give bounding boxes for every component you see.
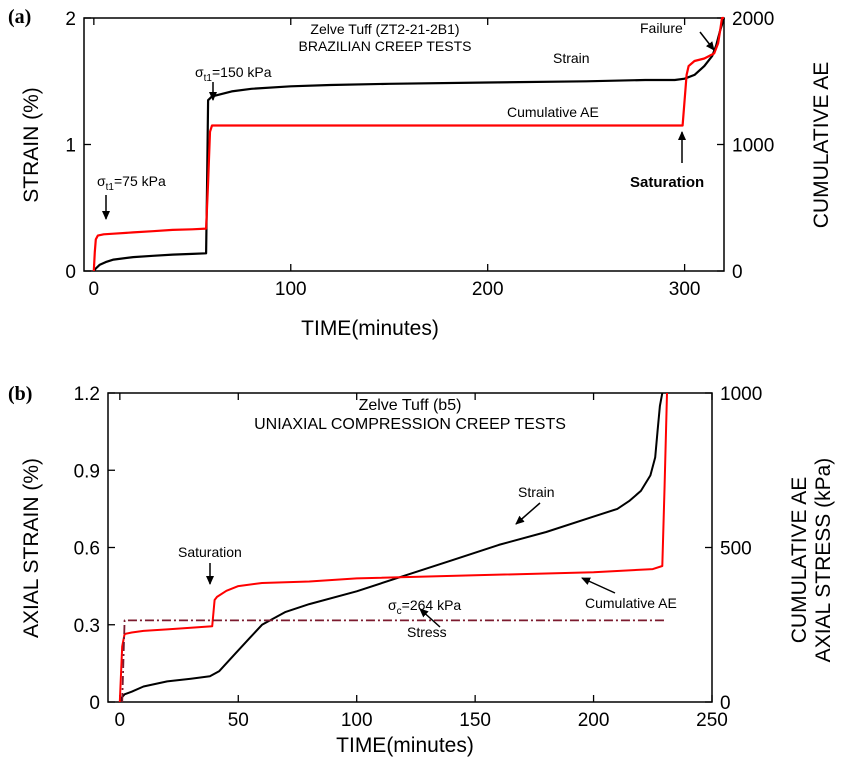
- panel-b-x-tick-label-5: 250: [696, 710, 728, 731]
- panel-a-x-tick-label-0: 0: [89, 279, 100, 300]
- panel-b-y2-tick-label-0: 0: [720, 693, 731, 714]
- panel-b-cumulative-ae-arrow: [581, 577, 616, 594]
- panel-b-y-tick-label-2: 0.6: [74, 539, 100, 560]
- panel-b-x-axis-title: TIME(minutes): [336, 734, 474, 757]
- panel-a-x-axis-title: TIME(minutes): [301, 317, 439, 340]
- panel-b-series-strain-line: [118, 392, 664, 703]
- panel-a-x-tick-label-1: 100: [275, 279, 307, 300]
- panel-b-series-cumulative-ae-line: [118, 392, 668, 703]
- panel-a-annot-failure: Failure: [640, 20, 683, 36]
- panel-b-stress-arrow: [419, 608, 441, 628]
- panel-a-annot-sigma-75: σt1=75 kPa: [97, 173, 166, 193]
- panel-b-label: (b): [8, 383, 32, 405]
- panel-b-y2-axis-title-line1: CUMULATIVE AE: [788, 477, 811, 643]
- panel-b-y-tick-label-1: 0.3: [74, 616, 100, 637]
- panel-b-annot-cumulative-ae: Cumulative AE: [585, 595, 677, 611]
- panel-b-y2-tick-label-2: 1000: [720, 384, 762, 405]
- panel-a-plot-frame: [83, 17, 725, 272]
- panel-a-annot-cumulative-ae: Cumulative AE: [507, 104, 599, 120]
- panel-a-y2-tick-label-2: 2000: [732, 9, 774, 30]
- panel-a-annot-strain: Strain: [553, 50, 590, 66]
- panel-a-label: (a): [8, 6, 31, 28]
- panel-a-y-tick-label-0: 0: [65, 262, 76, 283]
- panel-a-title: Zelve Tuff (ZT2-21-2B1): [310, 21, 459, 37]
- panel-a-y-axis-title: STRAIN (%): [20, 87, 43, 203]
- panel-b-x-tick-label-2: 100: [341, 710, 373, 731]
- panel-a-failure-arrow: [699, 31, 715, 51]
- panel-b-title: Zelve Tuff (b5): [359, 397, 462, 414]
- panel-b-annot-strain: Strain: [518, 484, 555, 500]
- panel-b-series-stress-line: [121, 619, 665, 703]
- panel-b-subtitle: UNIAXIAL COMPRESSION CREEP TESTS: [254, 416, 566, 433]
- panel-b-x-tick-label-3: 150: [459, 710, 491, 731]
- panel-a-y2-tick-label-1: 1000: [732, 136, 774, 157]
- panel-a-series: [92, 16, 726, 272]
- panel-a-y2-tick-label-0: 0: [732, 262, 743, 283]
- panel-b-y2-axis-title-line2: AXIAL STRESS (kPa): [812, 458, 835, 663]
- panel-a-subtitle: BRAZILIAN CREEP TESTS: [299, 38, 472, 54]
- panel-b-annot-sigma-c: σc=264 kPa: [388, 597, 461, 617]
- panel-b-chart: (b) Zelve Tuff (b5) UNIAXIAL COMPRESSION…: [8, 383, 835, 757]
- panel-b-y-tick-label-0: 0: [89, 693, 100, 714]
- panel-a-series-cumulative-ae-line: [92, 16, 724, 272]
- panel-b-x-tick-label-4: 200: [578, 710, 610, 731]
- panel-b-y-tick-label-3: 0.9: [74, 461, 100, 482]
- panel-b-annot-saturation: Saturation: [178, 544, 242, 560]
- panel-a-ticks: 0 100 200 300 0 1 2 0 1000 2000: [65, 9, 774, 300]
- panel-b-series: [118, 392, 668, 703]
- panel-a-chart: (a) Zelve Tuff (ZT2-21-2B1) BRAZILIAN CR…: [8, 6, 833, 340]
- panel-b-y-axis-title: AXIAL STRAIN (%): [20, 458, 43, 638]
- panel-a-y-tick-label-2: 2: [65, 9, 76, 30]
- panel-b-strain-arrow: [515, 502, 541, 525]
- panel-b-x-tick-label-0: 0: [115, 710, 126, 731]
- panel-a-annot-saturation: Saturation: [630, 174, 704, 191]
- panel-a-x-tick-label-2: 200: [472, 279, 504, 300]
- panel-b-y-tick-label-4: 1.2: [74, 384, 100, 405]
- panel-b-annot-stress: Stress: [407, 624, 447, 640]
- panel-a-x-tick-label-3: 300: [669, 279, 701, 300]
- panel-b-x-tick-label-1: 50: [228, 710, 249, 731]
- panel-b-y2-tick-label-1: 500: [720, 539, 752, 560]
- panel-a-annot-sigma-150: σt1=150 kPa: [195, 64, 272, 84]
- panel-a-y2-axis-title: CUMULATIVE AE: [810, 62, 833, 228]
- panel-a-y-tick-label-1: 1: [65, 136, 76, 157]
- panel-a-series-strain-line: [92, 17, 726, 272]
